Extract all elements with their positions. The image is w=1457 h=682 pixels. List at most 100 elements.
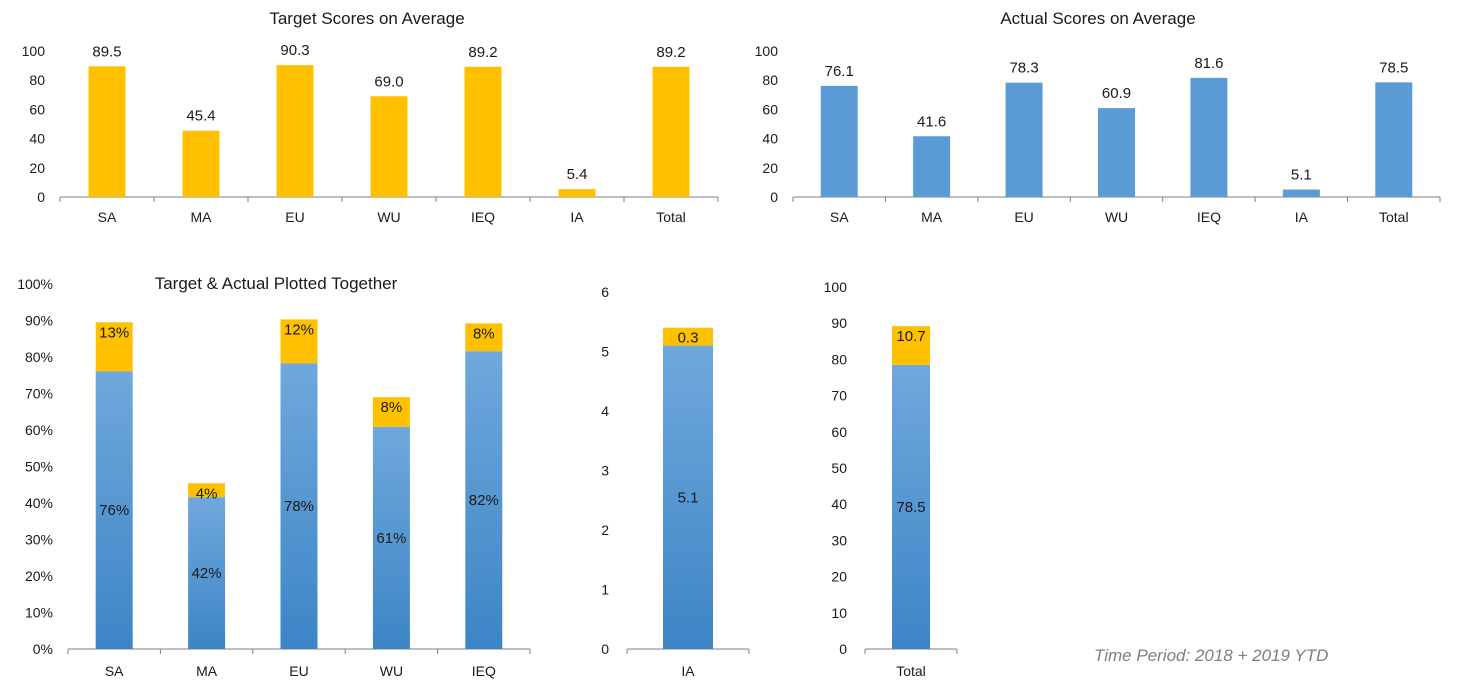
y-tick-label: 20 — [831, 569, 847, 585]
y-tick-label: 1 — [601, 582, 609, 598]
data-label: 78.5 — [1379, 59, 1408, 76]
chart-total: 0 10 20 30 40 50 60 70 80 90 100 Total 78.5 10.7 — [824, 279, 958, 679]
chart-title: Actual Scores on Average — [1000, 9, 1195, 28]
x-tick-label: MA — [196, 663, 218, 679]
y-tick-label: 60 — [831, 424, 847, 440]
actual-segment — [663, 345, 713, 649]
y-tick-label: 10 — [831, 605, 847, 621]
chart-title: Target Scores on Average — [269, 9, 464, 28]
y-tick-label: 90% — [25, 313, 53, 329]
y-tick-label: 100 — [22, 43, 46, 59]
x-tick-label: Total — [896, 663, 926, 679]
bar — [652, 66, 690, 197]
actual-segment — [188, 497, 226, 649]
gap-segment — [95, 322, 133, 372]
y-tick-label: 40% — [25, 495, 53, 511]
y-tick-label: 0 — [839, 641, 847, 657]
y-tick-label: 60 — [762, 101, 778, 117]
gap-segment — [372, 397, 410, 427]
y-tick-label: 0 — [37, 189, 45, 205]
segment-label: 82% — [469, 492, 499, 509]
x-tick-label: Total — [1379, 209, 1409, 225]
chart-title: Target & Actual Plotted Together — [155, 274, 398, 293]
x-tick-label: IEQ — [472, 663, 496, 679]
bar — [1282, 189, 1320, 197]
data-label: 89.2 — [656, 44, 685, 61]
bar — [1375, 82, 1413, 197]
gap-segment — [188, 483, 226, 498]
gap-segment — [892, 326, 930, 365]
y-tick-label: 30% — [25, 532, 53, 548]
bar — [182, 130, 220, 197]
y-tick-label: 80 — [831, 351, 847, 367]
segment-label: 12% — [284, 321, 314, 338]
y-tick-label: 100 — [824, 279, 848, 295]
x-tick-label: IEQ — [1197, 209, 1221, 225]
y-tick-label: 100 — [755, 43, 779, 59]
y-tick-label: 0% — [33, 641, 53, 657]
data-label: 89.2 — [468, 44, 497, 61]
data-label: 90.3 — [280, 42, 309, 59]
x-tick-label: WU — [377, 209, 400, 225]
bar — [1098, 108, 1135, 197]
data-label: 60.9 — [1102, 85, 1131, 102]
y-tick-label: 40 — [29, 131, 45, 147]
x-tick-label: WU — [1105, 209, 1128, 225]
y-tick-label: 60 — [29, 101, 45, 117]
chart-target: Target Scores on Average 0 20 40 60 80 100 SA 89… — [22, 9, 719, 225]
chart-together: Target & Actual Plotted Together 0% 10% 20%… — [17, 274, 531, 679]
y-tick-label: 20% — [25, 568, 53, 584]
actual-segment — [892, 364, 930, 649]
x-tick-label: IA — [681, 663, 695, 679]
segment-label: 0.3 — [678, 330, 699, 347]
x-tick-label: IEQ — [471, 209, 495, 225]
y-tick-label: 70 — [831, 388, 847, 404]
data-label: 76.1 — [825, 63, 854, 80]
data-label: 89.5 — [92, 43, 121, 60]
bar — [820, 85, 858, 197]
y-tick-label: 20 — [29, 160, 45, 176]
actual-segment — [465, 351, 503, 649]
y-tick-label: 80 — [762, 72, 778, 88]
x-tick-label: EU — [1014, 209, 1033, 225]
y-tick-label: 20 — [762, 160, 778, 176]
segment-label: 42% — [192, 565, 222, 582]
bar — [558, 189, 596, 197]
time-period-note: Time Period: 2018 + 2019 YTD — [1094, 646, 1329, 665]
data-label: 41.6 — [917, 113, 946, 130]
segment-label: 5.1 — [678, 489, 699, 506]
y-tick-label: 50% — [25, 459, 53, 475]
x-tick-label: SA — [830, 209, 849, 225]
gap-segment — [465, 323, 503, 352]
y-tick-label: 50 — [831, 460, 847, 476]
y-tick-label: 10% — [25, 605, 53, 621]
data-label: 5.4 — [567, 166, 588, 183]
y-tick-label: 40 — [831, 496, 847, 512]
bar — [1005, 82, 1043, 197]
y-tick-label: 2 — [601, 522, 609, 538]
y-tick-label: 30 — [831, 532, 847, 548]
data-label: 69.0 — [374, 73, 403, 90]
gap-segment — [280, 319, 318, 364]
y-tick-label: 100% — [17, 276, 53, 292]
data-label: 81.6 — [1194, 55, 1223, 72]
segment-label: 76% — [99, 502, 129, 519]
y-tick-label: 90 — [831, 315, 847, 331]
gap-segment — [663, 327, 713, 346]
x-tick-label: IA — [570, 209, 584, 225]
data-label: 78.3 — [1009, 60, 1038, 77]
bar — [1190, 77, 1228, 197]
x-tick-label: EU — [285, 209, 304, 225]
segment-label: 61% — [376, 530, 406, 547]
segment-label: 78% — [284, 498, 314, 515]
x-tick-label: MA — [921, 209, 943, 225]
chart-actual: Actual Scores on Average 0 20 40 60 80 100 SA 76… — [755, 9, 1441, 225]
bar — [276, 65, 314, 197]
x-tick-label: MA — [191, 209, 213, 225]
actual-segment — [95, 371, 133, 649]
data-label: 45.4 — [186, 108, 215, 125]
data-label: 5.1 — [1291, 167, 1312, 184]
x-tick-label: IA — [1295, 209, 1309, 225]
y-tick-label: 5 — [601, 344, 609, 360]
